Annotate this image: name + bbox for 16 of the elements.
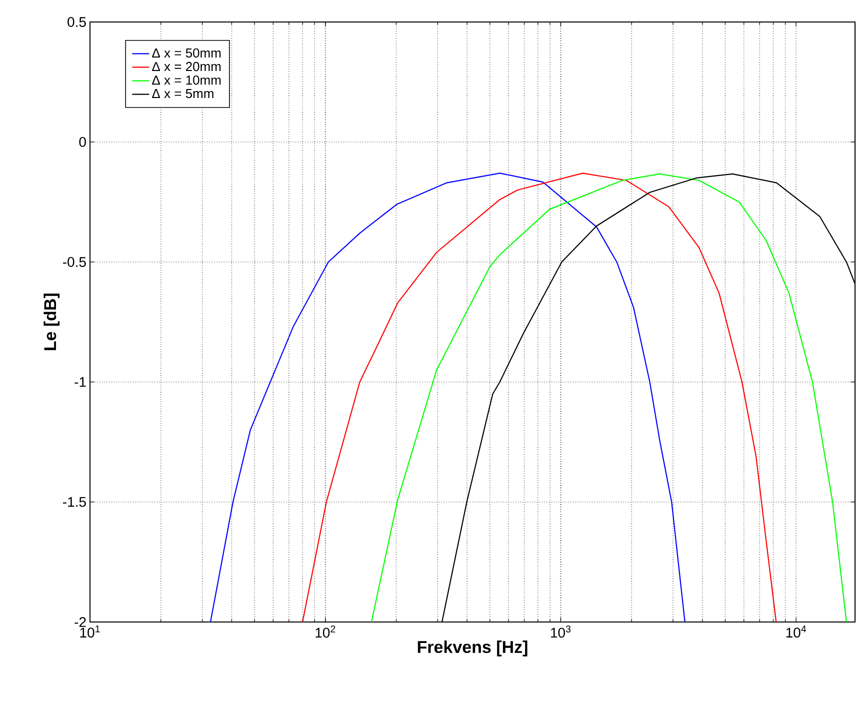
y-tick-label: 0.5: [68, 17, 86, 27]
y-axis-title: Le [dB]: [44, 294, 60, 350]
y-tick-label: -1.5: [62, 497, 86, 507]
legend-label: Δ x = 20mm: [152, 62, 221, 72]
y-tick-label: -0.5: [62, 257, 86, 267]
x-tick-label: 10$^{4}$: [786, 626, 806, 638]
legend-label: Δ x = 50mm: [152, 48, 221, 58]
y-tick-label: -2: [74, 617, 86, 627]
y-tick-label: -1: [74, 377, 86, 387]
legend-label: Δ x = 5mm: [152, 89, 214, 98]
x-axis-title: Frekvens [Hz]: [418, 640, 528, 656]
y-tick-label: 0: [79, 137, 86, 147]
x-tick-label: 10$^{3}$: [551, 626, 571, 638]
x-tick-label: 10$^{1}$: [80, 626, 100, 638]
x-tick-label: 10$^{2}$: [316, 626, 336, 638]
legend-label: Δ x = 10mm: [152, 75, 221, 85]
